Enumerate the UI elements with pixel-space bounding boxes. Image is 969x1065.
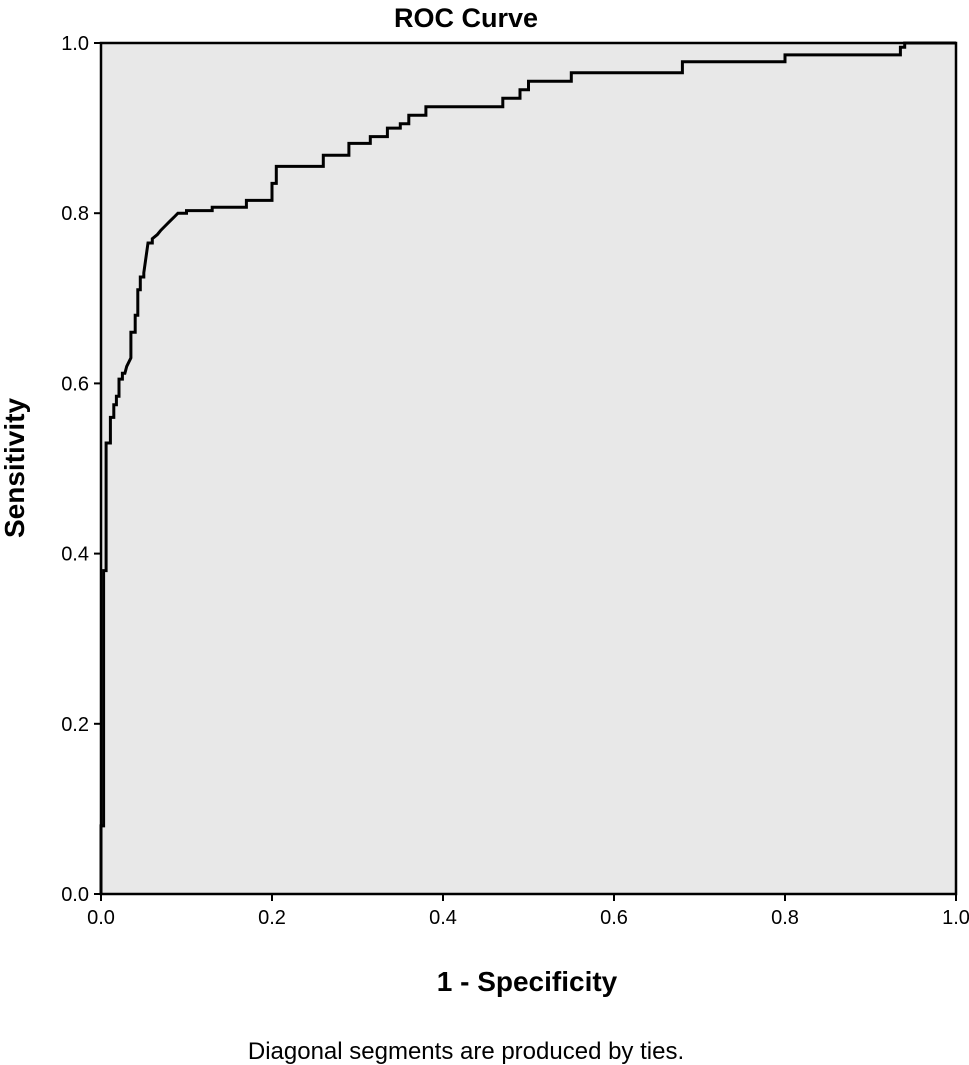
x-tick-label: 1.0 bbox=[942, 907, 969, 929]
y-tick-label: 1.0 bbox=[61, 33, 89, 55]
y-tick-label: 0.2 bbox=[61, 714, 89, 736]
y-tick-label: 0.6 bbox=[61, 373, 89, 395]
y-tick-label: 0.8 bbox=[61, 203, 89, 225]
x-tick-label: 0.0 bbox=[87, 907, 115, 929]
x-tick-label: 0.2 bbox=[258, 907, 286, 929]
plot-area bbox=[99, 41, 958, 896]
y-tick-label: 0.0 bbox=[61, 884, 89, 906]
y-axis: 0.0 0.2 0.4 0.6 0.8 1.0 bbox=[61, 33, 101, 906]
roc-curve-line bbox=[99, 41, 956, 894]
y-axis-title: Sensitivity bbox=[0, 398, 30, 538]
x-axis: 0.0 0.2 0.4 0.6 0.8 1.0 bbox=[87, 894, 969, 929]
x-tick-label: 0.8 bbox=[771, 907, 799, 929]
x-tick-label: 0.4 bbox=[429, 907, 457, 929]
x-tick-label: 0.6 bbox=[600, 907, 628, 929]
chart-title: ROC Curve bbox=[394, 3, 538, 33]
footnote: Diagonal segments are produced by ties. bbox=[248, 1038, 684, 1065]
x-axis-title: 1 - Specificity bbox=[437, 966, 618, 997]
y-tick-label: 0.4 bbox=[61, 544, 89, 566]
